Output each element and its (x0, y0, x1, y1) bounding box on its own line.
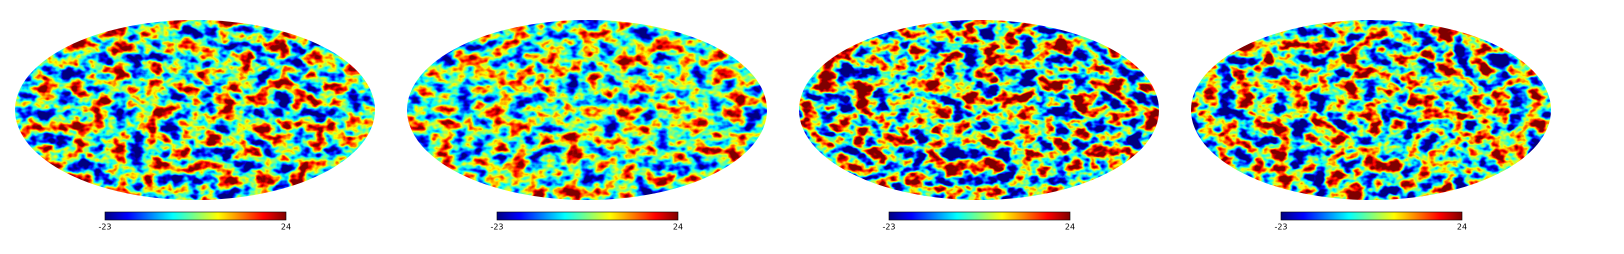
mollweide-map (1191, 20, 1551, 200)
colorbar (888, 211, 1071, 221)
colorbar-max-label: 24 (1065, 223, 1075, 232)
colorbar-max-label: 24 (281, 223, 291, 232)
map-panel: -23 24 (407, 20, 767, 232)
map-panel: -23 24 (799, 20, 1159, 232)
mollweide-map (407, 20, 767, 200)
colorbar-min-label: -23 (882, 223, 895, 232)
mollweide-map (15, 20, 375, 200)
colorbar-min-label: -23 (490, 223, 503, 232)
map-panel: -23 24 (1191, 20, 1551, 232)
colorbar (1280, 211, 1463, 221)
colorbar (496, 211, 679, 221)
map-panel: -23 24 (15, 20, 375, 232)
colorbar-max-label: 24 (673, 223, 683, 232)
sky-texture (799, 20, 1159, 200)
mollweide-map (799, 20, 1159, 200)
sky-texture (15, 20, 375, 200)
colorbar-min-label: -23 (1274, 223, 1287, 232)
sky-texture (407, 20, 767, 200)
sky-texture (1191, 20, 1551, 200)
colorbar-min-label: -23 (98, 223, 111, 232)
colorbar (104, 211, 287, 221)
colorbar-max-label: 24 (1457, 223, 1467, 232)
